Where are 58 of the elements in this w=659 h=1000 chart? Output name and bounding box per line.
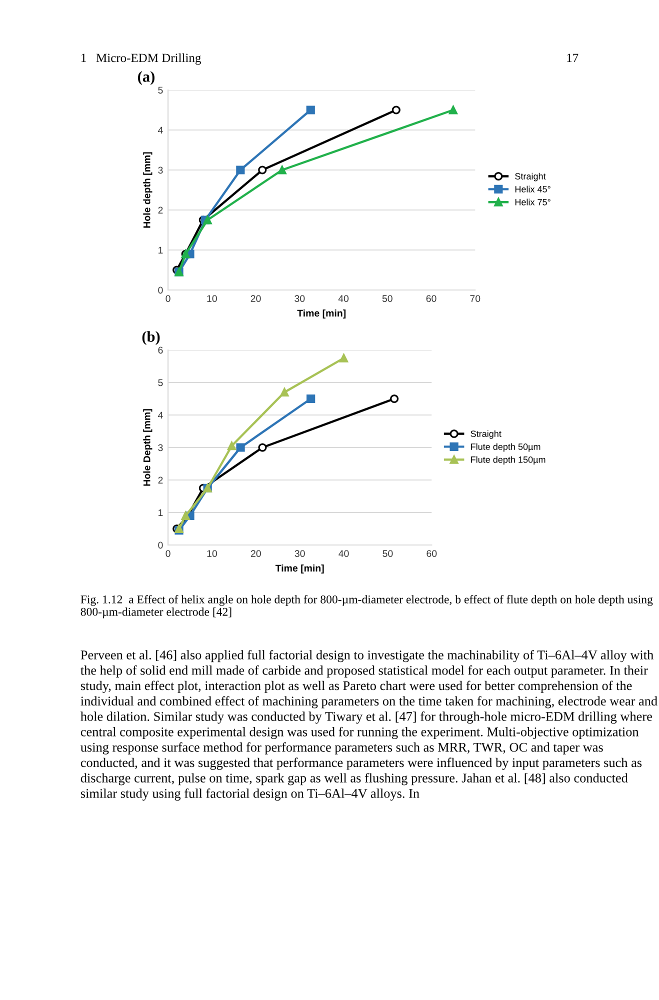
y-tick-label: 0	[158, 286, 163, 294]
text: Perveen et al. [46] also applied full factorial design to investigate the machinability of Ti–6Al–4V alloy with the help of solid end mill made of carbide and proposed statistical model for each output parameter. In their study, main effect plot, interaction plot as well as Pareto chart were used for better comprehension of the individual and combined effect of machining parameters on the time taken for machining, electrode wear and hole dilation. Similar study was conducted by Tiwary et al. [47] for through-hole micro-EDM drilling where central composite experimental design was used for running the experiment. Multi-objective optimization using response surface method for performance parameters such as MRR, TWR, OC and taper was conducted, and it was suggested that performance parameters were influenced by input parameters such as discharge current, pulse on time, spark gap as well as flushing pressure. Jahan et al. [48] also conducted similar study using full factorial design on Ti–6Al–4V alloys. In	[80, 650, 658, 801]
x-tick-label: 50	[382, 295, 392, 302]
x-tick-label: 70	[470, 295, 480, 302]
x-tick-label: 20	[250, 295, 261, 302]
y-tick-label: 4	[158, 126, 163, 134]
x-tick-label: 40	[338, 550, 349, 557]
legend-label: Helix 75°	[515, 198, 550, 206]
y-tick-label: 1	[158, 246, 163, 254]
point	[258, 443, 267, 452]
x-tick-label: 60	[426, 295, 436, 302]
point	[181, 511, 190, 520]
x-tick-label: 10	[207, 550, 218, 557]
chart-title: (b)	[142, 331, 160, 345]
legend-label: Straight	[470, 430, 502, 439]
y-tick-label: 3	[158, 166, 163, 174]
x-tick-label: 60	[426, 550, 437, 557]
y-tick-label: 1	[158, 509, 163, 516]
y-axis-title: Hole Depth [mm]	[143, 409, 152, 486]
point	[227, 442, 236, 450]
y-tick-label: 2	[158, 206, 163, 214]
x-tick-label: 50	[382, 550, 393, 557]
caption: Fig. 1.12 a Effect of helix angle on hole depth for 800-µm-diameter electrode, b effect of flute depth on hole depth using 800-µm-diameter electrode [42]	[80, 595, 653, 618]
x-tick-label: 40	[338, 295, 349, 302]
x-axis-title: Time [min]	[297, 309, 346, 319]
x-tick-label: 30	[294, 550, 305, 557]
y-tick-label: 5	[158, 86, 163, 94]
chart-title: (a)	[138, 71, 154, 85]
point	[306, 106, 315, 114]
point	[448, 106, 458, 114]
point	[306, 394, 316, 404]
y-tick-label: 2	[158, 476, 163, 484]
y-tick-label: 6	[158, 346, 163, 354]
y-tick-label: 0	[158, 542, 163, 549]
legend-label: Helix 45°	[515, 186, 550, 192]
x-tick-label: 0	[166, 550, 170, 557]
x-tick-label: 0	[166, 295, 170, 302]
y-tick-label: 5	[158, 379, 163, 386]
x-tick-label: 10	[207, 295, 217, 302]
x-tick-label: 30	[294, 295, 305, 302]
legend-label: Straight	[515, 172, 546, 182]
point	[236, 166, 245, 174]
y-tick-label: 3	[158, 444, 163, 452]
legend-label: Flute depth 150µm	[471, 456, 546, 465]
text: 17	[567, 54, 578, 62]
point	[339, 354, 348, 362]
point	[280, 388, 289, 397]
x-tick-label: 20	[250, 550, 261, 557]
y-tick-label: 4	[158, 412, 163, 419]
x-axis-title: Time [min]	[275, 564, 324, 574]
legend-label: Flute depth 50µm	[471, 443, 540, 452]
text: 1 Micro-EDM Drilling	[82, 53, 201, 65]
point	[236, 443, 245, 452]
point	[258, 166, 267, 174]
point	[390, 394, 399, 404]
point	[278, 166, 286, 174]
y-axis-title: Hole depth [mm]	[143, 152, 152, 228]
point	[392, 106, 400, 114]
